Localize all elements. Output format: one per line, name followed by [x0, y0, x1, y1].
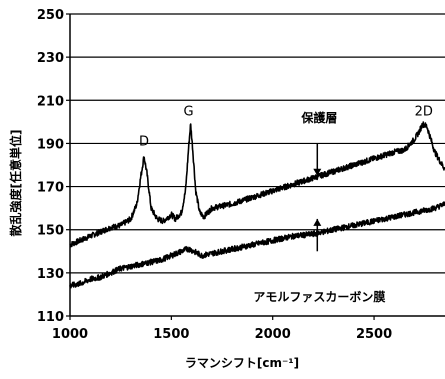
tick-labels: 110 130 150 170 190 210 230 250 1000 1500 2000 2500 — [37, 8, 392, 342]
plot-frame — [69, 14, 445, 317]
arrow-head-0 — [313, 168, 322, 176]
y-axis-title: 散乱強度[任意単位] — [8, 130, 23, 237]
arrow-head-1 — [313, 218, 322, 226]
series-line-0 — [69, 121, 445, 248]
x-tick-label-0: 1000 — [52, 327, 88, 342]
annotation-0: D — [139, 135, 149, 150]
y-tick-label-6: 230 — [37, 51, 64, 66]
series-group — [69, 121, 445, 289]
y-tick-label-5: 210 — [37, 94, 64, 109]
x-tick-label-2: 2000 — [255, 327, 291, 342]
x-axis-title: ラマンシフト[cm⁻¹] — [185, 356, 299, 370]
annotation-4: アモルファスカーボン膜 — [253, 289, 385, 304]
y-tick-label-1: 130 — [37, 267, 64, 282]
annotation-1: G — [184, 104, 194, 119]
y-tick-label-7: 250 — [37, 8, 64, 23]
x-tick-label-1: 1500 — [153, 327, 189, 342]
y-tick-label-0: 110 — [37, 310, 64, 325]
y-tick-label-2: 150 — [37, 224, 64, 239]
annotation-2: 2D — [415, 104, 433, 119]
annotation-3: 保護層 — [300, 110, 337, 125]
x-tick-label-3: 2500 — [356, 327, 392, 342]
grid-lines — [70, 13, 445, 274]
series-line-1 — [69, 201, 445, 289]
y-tick-label-4: 190 — [37, 137, 64, 152]
y-tick-label-3: 170 — [37, 181, 64, 196]
